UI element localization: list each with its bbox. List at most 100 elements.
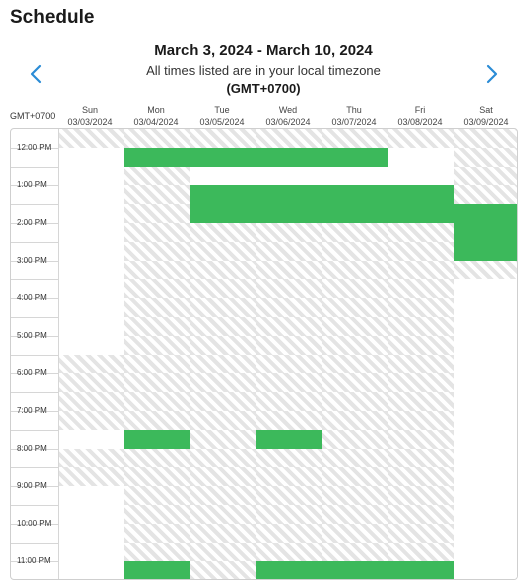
time-slot-available[interactable] [454, 411, 517, 431]
time-slot-booked[interactable] [388, 561, 455, 579]
time-slot-unavailable [58, 373, 125, 394]
time-slot-available[interactable] [58, 279, 125, 300]
time-slot-available[interactable] [58, 241, 125, 262]
time-slot-unavailable [322, 317, 389, 337]
time-slot-available[interactable] [58, 147, 125, 168]
time-slot-booked[interactable] [454, 241, 517, 262]
time-slot-booked[interactable] [124, 429, 191, 450]
time-slot-unavailable [256, 317, 323, 337]
time-slot-available[interactable] [58, 523, 125, 544]
day-date: 03/04/2024 [133, 117, 179, 127]
time-slot-available[interactable] [388, 166, 455, 187]
time-slot-available[interactable] [388, 147, 455, 168]
timezone-note: All times listed are in your local timez… [146, 63, 381, 78]
time-slot-booked[interactable] [256, 561, 323, 579]
time-slot-available[interactable] [58, 486, 125, 506]
time-slot-unavailable [190, 241, 257, 262]
time-slot-booked[interactable] [322, 561, 389, 579]
time-slot-unavailable [190, 260, 257, 281]
time-slot-unavailable [256, 354, 323, 375]
time-slot-available[interactable] [58, 429, 125, 450]
time-slot-unavailable [190, 335, 257, 356]
time-slot-available[interactable] [454, 561, 517, 579]
time-slot-booked[interactable] [454, 223, 517, 243]
time-slot-unavailable [58, 467, 125, 488]
time-slot-booked[interactable] [388, 204, 455, 224]
time-slot-available[interactable] [58, 542, 125, 563]
day-header-sat: Sat 03/09/2024 [453, 104, 519, 128]
time-slot-available[interactable] [58, 335, 125, 356]
time-slot-unavailable [190, 373, 257, 394]
time-slot-available[interactable] [58, 204, 125, 224]
time-slot-booked[interactable] [322, 204, 389, 224]
time-slot-available[interactable] [58, 505, 125, 525]
time-slot-booked[interactable] [190, 147, 257, 168]
time-slot-unavailable [388, 354, 455, 375]
time-slot-available[interactable] [58, 317, 125, 337]
date-range-heading: March 3, 2024 - March 10, 2024 [154, 42, 373, 59]
time-slot-available[interactable] [454, 317, 517, 337]
time-slot-unavailable [124, 411, 191, 431]
time-slot-available[interactable] [58, 185, 125, 206]
time-slot-available[interactable] [190, 166, 257, 187]
time-slot-unavailable [256, 467, 323, 488]
time-slot-available[interactable] [454, 335, 517, 356]
time-slot-unavailable [322, 392, 389, 412]
day-date: 03/05/2024 [199, 117, 245, 127]
time-label: 7:00 PM [17, 406, 47, 415]
day-date: 03/09/2024 [463, 117, 509, 127]
time-slot-available[interactable] [454, 429, 517, 450]
time-slot-unavailable [190, 298, 257, 318]
time-slot-unavailable [190, 392, 257, 412]
time-slot-available[interactable] [58, 561, 125, 579]
time-slot-available[interactable] [58, 223, 125, 243]
time-slot-unavailable [322, 542, 389, 563]
time-slot-available[interactable] [58, 166, 125, 187]
day-date: 03/07/2024 [331, 117, 377, 127]
time-slot-booked[interactable] [322, 185, 389, 206]
time-slot-unavailable [124, 523, 191, 544]
time-slot-available[interactable] [454, 392, 517, 412]
time-slot-booked[interactable] [124, 147, 191, 168]
time-slot-unavailable [256, 523, 323, 544]
time-slot-booked[interactable] [256, 429, 323, 450]
time-slot-unavailable [124, 354, 191, 375]
time-slot-unavailable [256, 223, 323, 243]
time-slot-available[interactable] [322, 166, 389, 187]
time-slot-available[interactable] [454, 542, 517, 563]
time-slot-booked[interactable] [256, 204, 323, 224]
time-slot-booked[interactable] [388, 185, 455, 206]
time-slot-unavailable [190, 354, 257, 375]
time-slot-booked[interactable] [256, 147, 323, 168]
time-slot-available[interactable] [256, 166, 323, 187]
time-slot-available[interactable] [454, 373, 517, 394]
time-slot-unavailable [124, 317, 191, 337]
time-slot-unavailable [58, 129, 125, 149]
time-slot-available[interactable] [454, 354, 517, 375]
time-slot-booked[interactable] [256, 185, 323, 206]
time-slot-booked[interactable] [190, 204, 257, 224]
time-slot-available[interactable] [454, 279, 517, 300]
time-slot-unavailable [322, 505, 389, 525]
time-slot-available[interactable] [58, 298, 125, 318]
time-slot-available[interactable] [454, 448, 517, 469]
time-slot-available[interactable] [454, 467, 517, 488]
previous-week-button[interactable] [26, 60, 48, 88]
time-slot-available[interactable] [454, 298, 517, 318]
time-slot-available[interactable] [58, 260, 125, 281]
time-slot-booked[interactable] [190, 185, 257, 206]
schedule-grid: 12:00 PM 1:00 PM 2:00 PM 3:00 PM 4:00 PM 5:00… [10, 128, 518, 580]
time-slot-booked[interactable] [322, 147, 389, 168]
time-slot-unavailable [58, 411, 125, 431]
time-slot-unavailable [124, 373, 191, 394]
next-week-button[interactable] [480, 60, 502, 88]
time-slot-available[interactable] [454, 486, 517, 506]
time-slot-unavailable [322, 448, 389, 469]
chevron-left-icon [30, 64, 42, 84]
time-slot-booked[interactable] [454, 204, 517, 224]
time-slot-available[interactable] [454, 523, 517, 544]
time-slot-unavailable [124, 185, 191, 206]
time-slot-available[interactable] [454, 505, 517, 525]
time-label: 3:00 PM [17, 255, 47, 265]
time-slot-booked[interactable] [124, 561, 191, 579]
